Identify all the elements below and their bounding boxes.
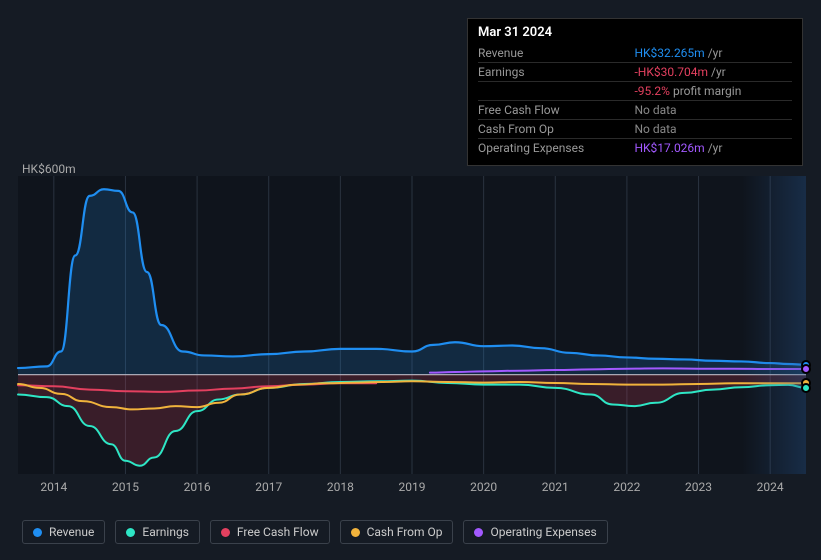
x-axis-label: 2014 — [40, 480, 67, 494]
legend-dot-icon — [33, 528, 42, 537]
chart-container: Mar 31 2024 RevenueHK$32.265m/yrEarnings… — [0, 0, 821, 560]
x-axis-label: 2018 — [327, 480, 354, 494]
x-axis-label: 2019 — [399, 480, 426, 494]
legend-label: Free Cash Flow — [237, 525, 319, 539]
x-axis-label: 2015 — [112, 480, 139, 494]
x-axis-label: 2024 — [757, 480, 784, 494]
x-axis-label: 2016 — [184, 480, 211, 494]
legend-dot-icon — [474, 528, 483, 537]
series-end-marker — [801, 364, 811, 374]
legend-label: Revenue — [49, 525, 94, 539]
x-axis-label: 2017 — [255, 480, 282, 494]
legend-item[interactable]: Free Cash Flow — [210, 520, 330, 544]
legend-label: Operating Expenses — [490, 525, 596, 539]
legend-item[interactable]: Revenue — [22, 520, 105, 544]
legend-dot-icon — [221, 528, 230, 537]
series-end-marker — [801, 383, 811, 393]
legend-item[interactable]: Operating Expenses — [463, 520, 607, 544]
legend-item[interactable]: Earnings — [115, 520, 200, 544]
x-axis-label: 2023 — [685, 480, 712, 494]
x-axis-label: 2021 — [542, 480, 569, 494]
legend-item[interactable]: Cash From Op — [340, 520, 454, 544]
legend-dot-icon — [351, 528, 360, 537]
legend-label: Earnings — [142, 525, 189, 539]
legend-dot-icon — [126, 528, 135, 537]
x-axis-label: 2020 — [470, 480, 497, 494]
plot-area[interactable] — [0, 0, 821, 560]
x-axis-label: 2022 — [613, 480, 640, 494]
legend-label: Cash From Op — [367, 525, 443, 539]
legend: Revenue Earnings Free Cash Flow Cash From O… — [22, 520, 608, 544]
